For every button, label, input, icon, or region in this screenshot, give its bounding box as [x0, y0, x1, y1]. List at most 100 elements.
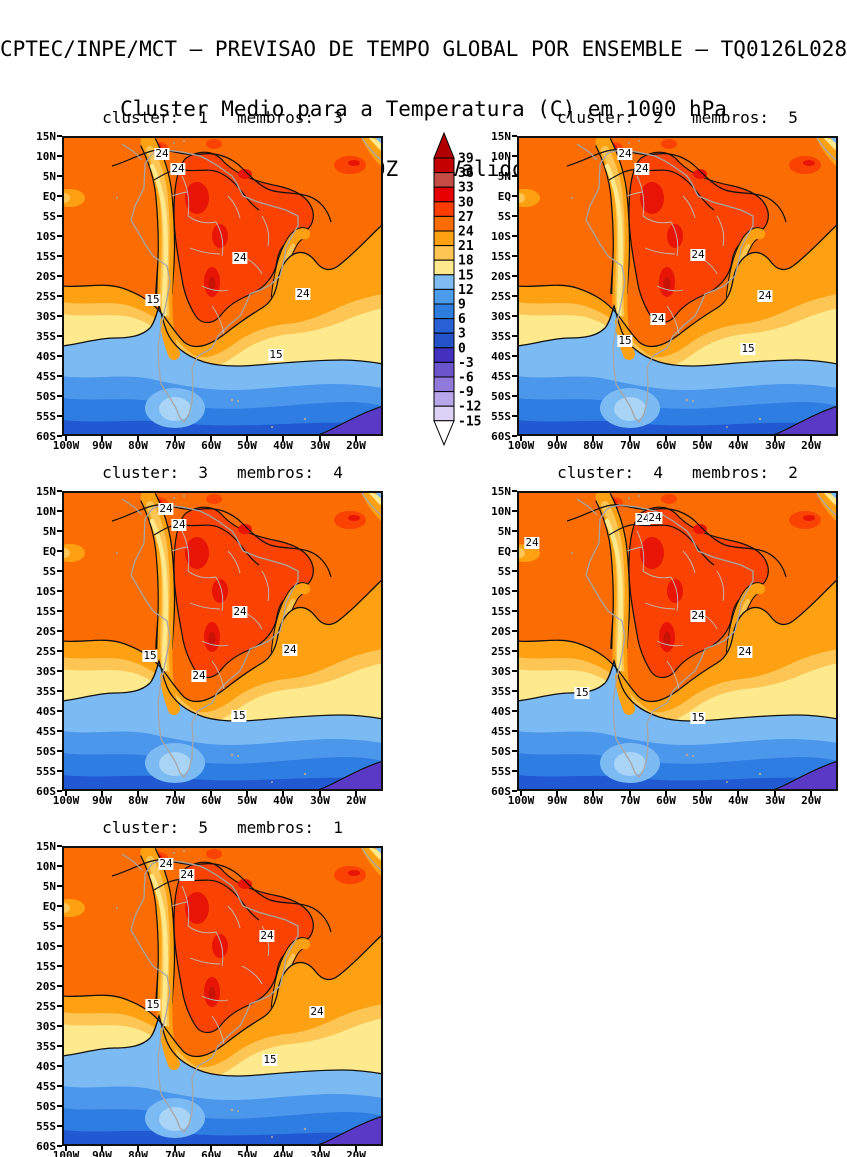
lat-tick — [512, 275, 517, 277]
lat-tick — [57, 1065, 62, 1067]
lon-label: 70W — [620, 439, 640, 452]
lat-label: 20S — [36, 980, 56, 993]
lon-label: 70W — [165, 1149, 185, 1157]
colorbar-box — [433, 376, 455, 393]
contour-label-24: 24 — [737, 645, 753, 658]
contour-label-24: 24 — [295, 287, 311, 300]
lat-label: 35S — [36, 1040, 56, 1053]
lon-tick — [701, 436, 703, 441]
colorbar-box — [433, 186, 455, 203]
lat-label: 5S — [42, 210, 56, 223]
lat-label: 15S — [36, 960, 56, 973]
lon-tick — [174, 436, 176, 441]
lat-tick — [512, 530, 517, 532]
contour-label-24: 24 — [690, 248, 706, 261]
lon-tick — [210, 436, 212, 441]
lat-tick — [57, 1125, 62, 1127]
lat-label: 35S — [491, 330, 511, 343]
colorbar-box — [433, 259, 455, 276]
lon-tick — [810, 791, 812, 796]
figure-title: CPTEC/INPE/MCT – PREVISAO DE TEMPO GLOBA… — [0, 37, 847, 61]
lat-label: 35S — [36, 685, 56, 698]
colorbar-box — [433, 172, 455, 188]
lat-label: 45S — [36, 725, 56, 738]
lon-label: 100W — [52, 1149, 80, 1157]
lat-label: 50S — [491, 745, 511, 758]
lat-label: 55S — [36, 765, 56, 778]
lat-tick — [512, 155, 517, 157]
lat-label: 15S — [36, 605, 56, 618]
lat-tick — [57, 375, 62, 377]
lat-tick — [57, 670, 62, 672]
contour-label-15: 15 — [231, 709, 247, 722]
lon-tick — [520, 436, 522, 441]
lon-label: 40W — [273, 439, 293, 452]
lon-label: 90W — [547, 794, 567, 807]
temperature-map: 24 24 24 24 24 15 15 15N 10N 5N EQ 5S 10S 15S 20S 25S 30… — [36, 486, 383, 806]
lat-label: 50S — [36, 1100, 56, 1113]
lon-label: 30W — [310, 439, 330, 452]
colorbar-box — [433, 157, 455, 174]
lon-label: 30W — [765, 794, 785, 807]
lat-tick — [57, 255, 62, 257]
colorbar-box — [433, 215, 455, 232]
lat-label: 5N — [42, 880, 56, 893]
lon-label: 100W — [507, 794, 535, 807]
lat-label: 40S — [491, 705, 511, 718]
lat-tick — [512, 590, 517, 592]
contour-label-24: 24 — [635, 512, 651, 525]
lat-tick — [57, 1145, 62, 1147]
lat-tick — [512, 490, 517, 492]
lon-label: 20W — [346, 439, 366, 452]
lon-tick — [210, 1146, 212, 1151]
lat-label: 15N — [36, 485, 56, 498]
colorbar-box — [433, 303, 455, 320]
lat-label: 50S — [36, 745, 56, 758]
colorbar-box — [433, 347, 455, 363]
contour-label-24: 24 — [158, 502, 174, 515]
lat-tick — [512, 375, 517, 377]
colorbar-box — [433, 245, 455, 261]
lat-label: 5S — [42, 565, 56, 578]
temperature-colorbar: 39 36 33 30 27 24 21 18 15 12 9 6 3 0 -3 -6 -9 -12 -15 — [424, 131, 496, 453]
lat-label: 5S — [42, 920, 56, 933]
lat-tick — [57, 510, 62, 512]
lat-tick — [512, 335, 517, 337]
panel-title: cluster: 4 membros: 2 — [557, 463, 798, 482]
temperature-map: 24 24 24 24 24 15 15 15N 10N 5N EQ 5S 10S 15S 20S 25S 30… — [491, 486, 838, 806]
contour-label-24: 24 — [282, 643, 298, 656]
contour-label-15: 15 — [574, 686, 590, 699]
lon-label: 40W — [273, 1149, 293, 1157]
lat-tick — [512, 610, 517, 612]
lon-label: 70W — [165, 794, 185, 807]
lon-tick — [665, 791, 667, 796]
lat-label: 10N — [36, 505, 56, 518]
lon-label: 50W — [692, 439, 712, 452]
lat-tick — [512, 415, 517, 417]
lon-tick — [210, 791, 212, 796]
lat-label: 45S — [491, 370, 511, 383]
lat-label: EQ — [497, 545, 511, 558]
lon-tick — [774, 791, 776, 796]
lat-tick — [57, 195, 62, 197]
lon-label: 90W — [92, 1149, 112, 1157]
lon-tick — [174, 791, 176, 796]
lat-tick — [57, 1005, 62, 1007]
lon-tick — [592, 791, 594, 796]
lat-label: 25S — [491, 290, 511, 303]
lat-tick — [57, 275, 62, 277]
contour-label-24: 24 — [647, 511, 663, 524]
lat-label: 60S — [36, 1140, 56, 1153]
lat-tick — [512, 235, 517, 237]
temperature-map: 24 24 24 24 24 15 15 15N 10N 5N EQ 5S 10S 15S 20S 25S 30… — [491, 131, 838, 451]
colorbar-label: 0 — [458, 341, 466, 356]
lat-tick — [57, 610, 62, 612]
contour-label-15: 15 — [690, 711, 706, 724]
lat-label: 5N — [42, 525, 56, 538]
contour-label-15: 15 — [740, 342, 756, 355]
lon-tick — [556, 436, 558, 441]
lon-tick — [137, 791, 139, 796]
cluster-panel-3: cluster: 3 membros: 4 24 24 24 24 24 15 15 15N 10… — [36, 463, 383, 806]
temperature-map: 24 24 24 24 15 15 15N 10N 5N EQ 5S 10S 15S 20S 25S 30S 3… — [36, 131, 383, 451]
